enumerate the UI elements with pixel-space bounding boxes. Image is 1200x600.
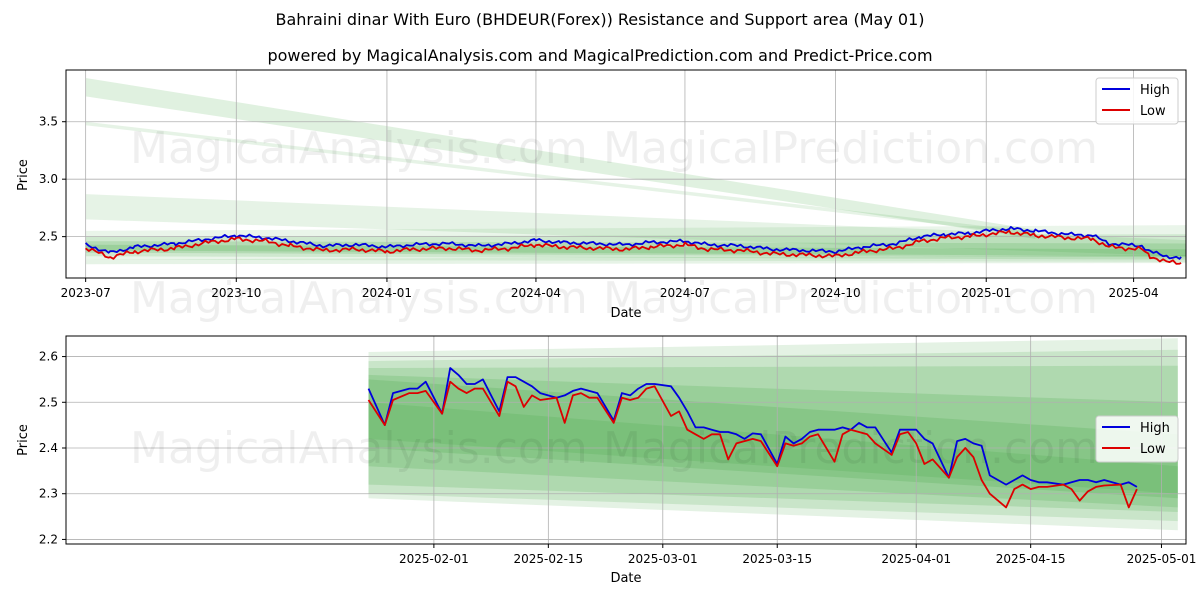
resistance-support-band <box>368 338 1178 531</box>
watermark-text: MagicalPrediction.com <box>603 273 1098 324</box>
x-tick-label: 2023-10 <box>211 286 261 300</box>
resistance-support-band <box>85 194 1187 257</box>
bottom-plot-area <box>66 336 1186 544</box>
x-tick-label: 2024-07 <box>660 286 710 300</box>
legend-high-label: High <box>1140 83 1170 98</box>
resistance-support-band <box>85 255 1187 265</box>
y-tick-label: 2.3 <box>39 487 58 501</box>
bottom-x-axis-label: Date <box>610 571 641 586</box>
top-plot-frame <box>65 69 1187 279</box>
bottom-plot-frame <box>65 335 1187 545</box>
top-x-axis-label: Date <box>610 306 641 321</box>
y-tick-label: 2.4 <box>39 441 58 455</box>
low-series-line <box>85 229 1182 265</box>
x-tick-label: 2025-04-15 <box>996 552 1066 566</box>
watermark-text: MagicalPrediction.com <box>603 123 1098 174</box>
y-tick-label: 2.6 <box>39 350 58 364</box>
bottom-panel: MagicalAnalysis.com MagicalPrediction.co… <box>16 335 1196 586</box>
chart-subtitle: powered by MagicalAnalysis.com and Magic… <box>267 46 933 65</box>
x-tick-label: 2025-01 <box>961 286 1011 300</box>
x-tick-label: 2025-02-01 <box>399 552 469 566</box>
x-tick-label: 2023-07 <box>61 286 111 300</box>
watermark-text: MagicalPrediction.com <box>603 423 1098 474</box>
top-series-layer <box>84 225 1182 265</box>
bottom-series-layer <box>367 367 1138 509</box>
bottom-y-axis-label: Price <box>16 424 31 456</box>
x-tick-label: 2025-03-15 <box>742 552 812 566</box>
x-tick-label: 2025-03-01 <box>628 552 698 566</box>
legend-low-label: Low <box>1140 104 1166 119</box>
resistance-support-band <box>85 244 1187 257</box>
x-tick-label: 2024-01 <box>362 286 412 300</box>
legend-low-label: Low <box>1140 442 1166 457</box>
resistance-support-band <box>85 121 1036 236</box>
y-tick-label: 2.2 <box>39 532 58 546</box>
x-tick-label: 2025-04-01 <box>881 552 951 566</box>
bottom-legend: High Low <box>1095 415 1179 463</box>
bottom-grid-layer <box>66 336 1186 544</box>
chart-title: Bahraini dinar With Euro (BHDEUR(Forex))… <box>275 10 925 29</box>
legend-high-label: High <box>1140 421 1170 436</box>
bottom-tick-layer: 2025-02-01 2025-02-15 2025-03-01 2025-03-15… <box>39 350 1196 566</box>
resistance-support-band <box>368 379 1178 499</box>
x-tick-label: 2024-10 <box>811 286 861 300</box>
watermark-text: MagicalAnalysis.com <box>130 123 588 174</box>
resistance-support-band <box>368 374 1178 508</box>
x-tick-label: 2024-04 <box>511 286 561 300</box>
y-tick-label: 2.5 <box>39 395 58 409</box>
watermark-text: MagicalAnalysis.com <box>130 423 588 474</box>
y-tick-label: 3.0 <box>39 172 58 186</box>
x-tick-label: 2025-05-01 <box>1127 552 1197 566</box>
top-panel: MagicalAnalysis.com MagicalPrediction.co… <box>16 69 1187 324</box>
x-tick-label: 2025-02-15 <box>513 552 583 566</box>
y-tick-label: 2.5 <box>39 230 58 244</box>
top-tick-layer: 2023-07 2023-10 2024-01 2024-04 2024-07 2024-… <box>39 115 1159 300</box>
low-series-line <box>367 380 1138 509</box>
watermark-text: MagicalAnalysis.com <box>130 273 588 324</box>
high-series-line <box>367 367 1138 488</box>
high-series-line <box>84 225 1182 260</box>
top-y-axis-label: Price <box>16 159 31 191</box>
top-legend: High Low <box>1095 77 1179 125</box>
y-tick-label: 3.5 <box>39 115 58 129</box>
resistance-support-band <box>85 78 1036 239</box>
x-tick-label: 2025-04 <box>1109 286 1159 300</box>
